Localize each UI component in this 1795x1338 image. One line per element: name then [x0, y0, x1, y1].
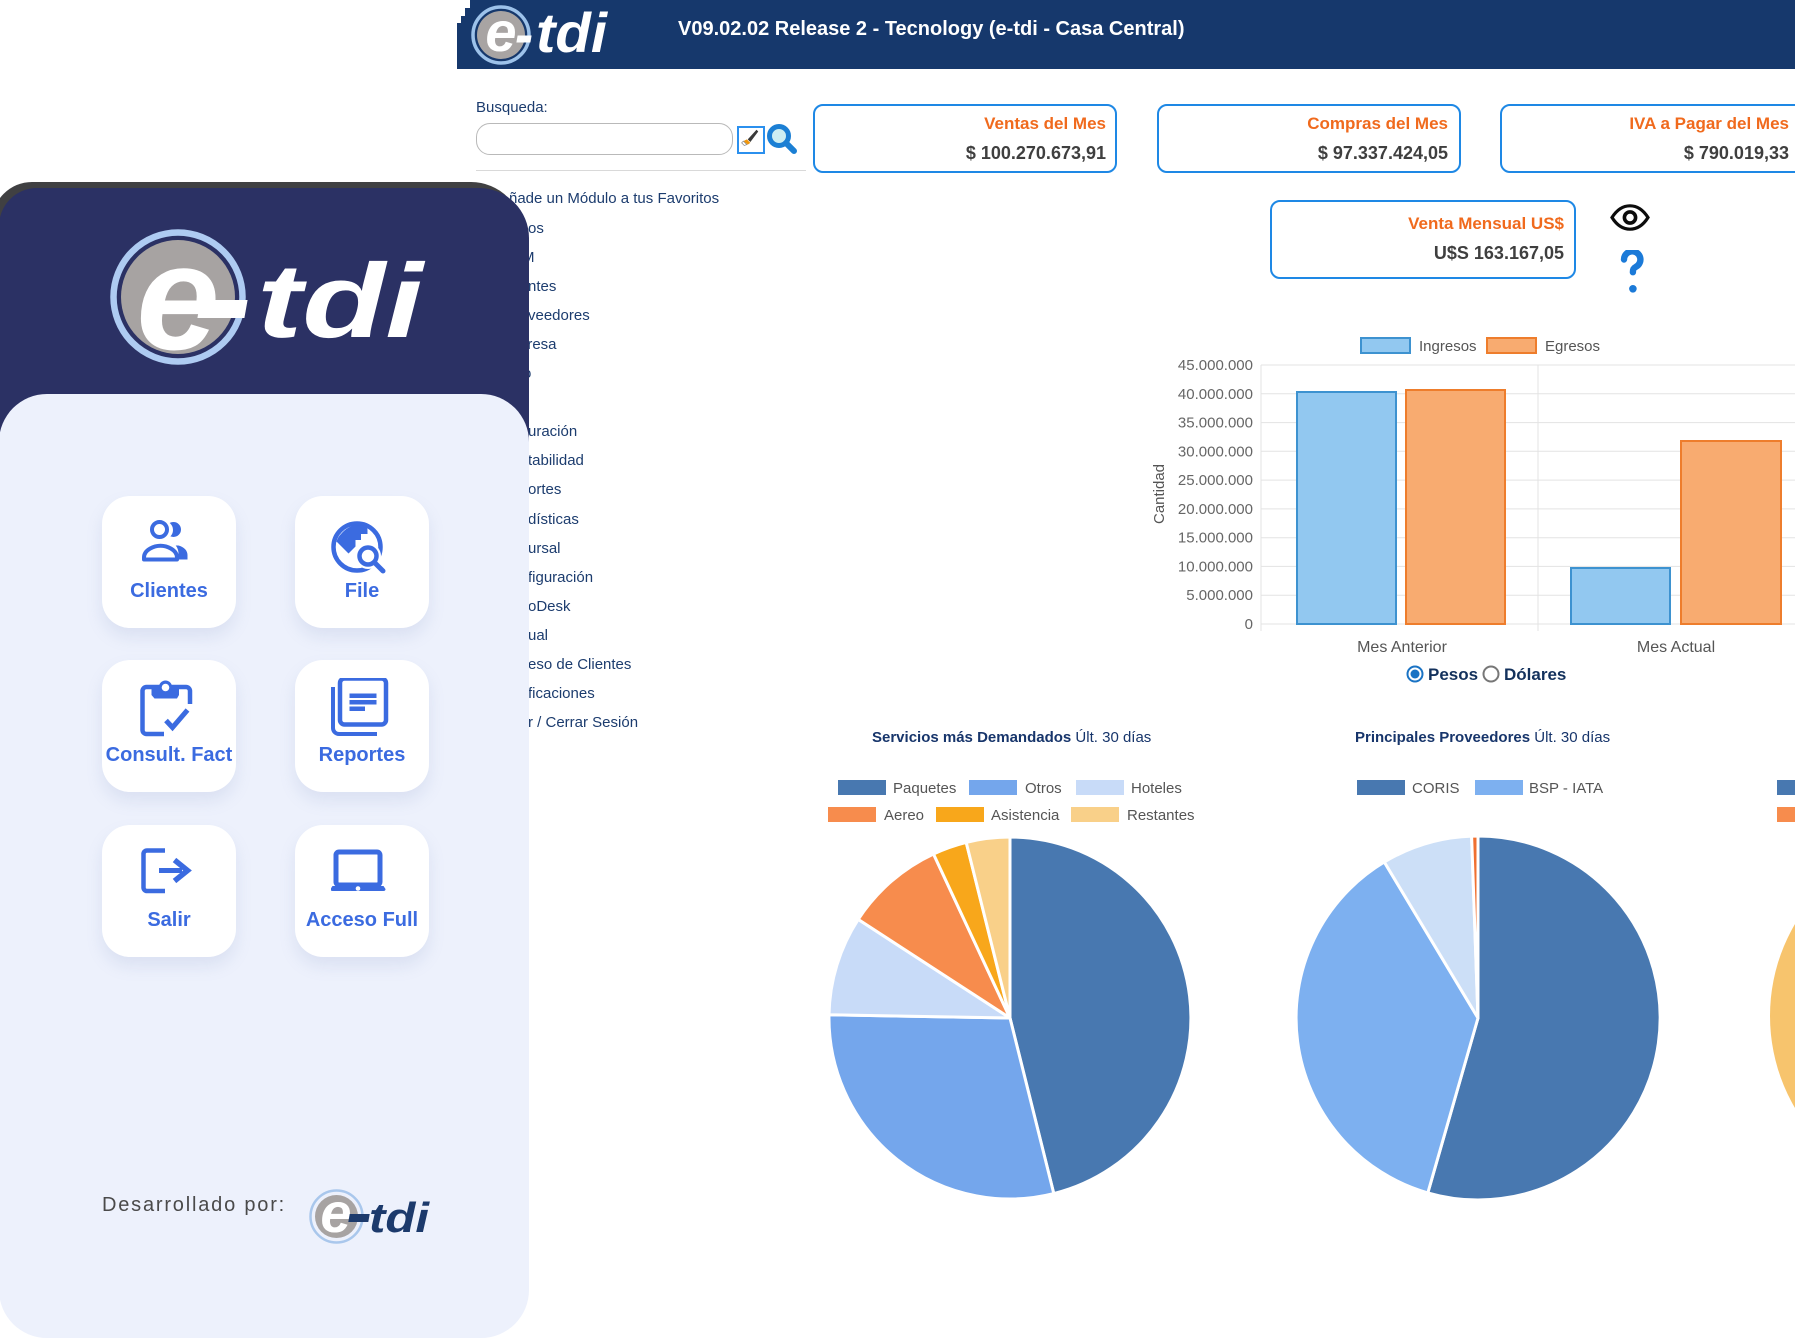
svg-text:Dólares: Dólares — [1504, 665, 1566, 684]
svg-text:10.000.000: 10.000.000 — [1178, 558, 1253, 575]
svg-text:35.000.000: 35.000.000 — [1178, 415, 1253, 432]
svg-text:15.000.000: 15.000.000 — [1178, 530, 1253, 547]
svg-text:e: e — [320, 1186, 351, 1244]
svg-text:0: 0 — [1245, 616, 1253, 633]
svg-text:tdi: tdi — [369, 1194, 431, 1241]
svg-text:Egresos: Egresos — [1545, 338, 1600, 355]
svg-text:Pesos: Pesos — [1428, 665, 1478, 684]
svg-text:tdi: tdi — [257, 243, 425, 360]
svg-text:5.000.000: 5.000.000 — [1186, 587, 1253, 604]
svg-text:30.000.000: 30.000.000 — [1178, 443, 1253, 460]
svg-text:e: e — [136, 213, 219, 381]
svg-text:Mes Anterior: Mes Anterior — [1357, 639, 1447, 656]
svg-text:Mes Actual: Mes Actual — [1637, 639, 1715, 656]
svg-text:Ingresos: Ingresos — [1419, 338, 1477, 355]
svg-text:20.000.000: 20.000.000 — [1178, 501, 1253, 518]
svg-text:45.000.000: 45.000.000 — [1178, 357, 1253, 374]
svg-text:tdi: tdi — [536, 1, 608, 64]
svg-text:Cantidad: Cantidad — [1151, 464, 1168, 524]
svg-text:40.000.000: 40.000.000 — [1178, 386, 1253, 403]
svg-text:25.000.000: 25.000.000 — [1178, 472, 1253, 489]
svg-text:e: e — [485, 0, 516, 63]
